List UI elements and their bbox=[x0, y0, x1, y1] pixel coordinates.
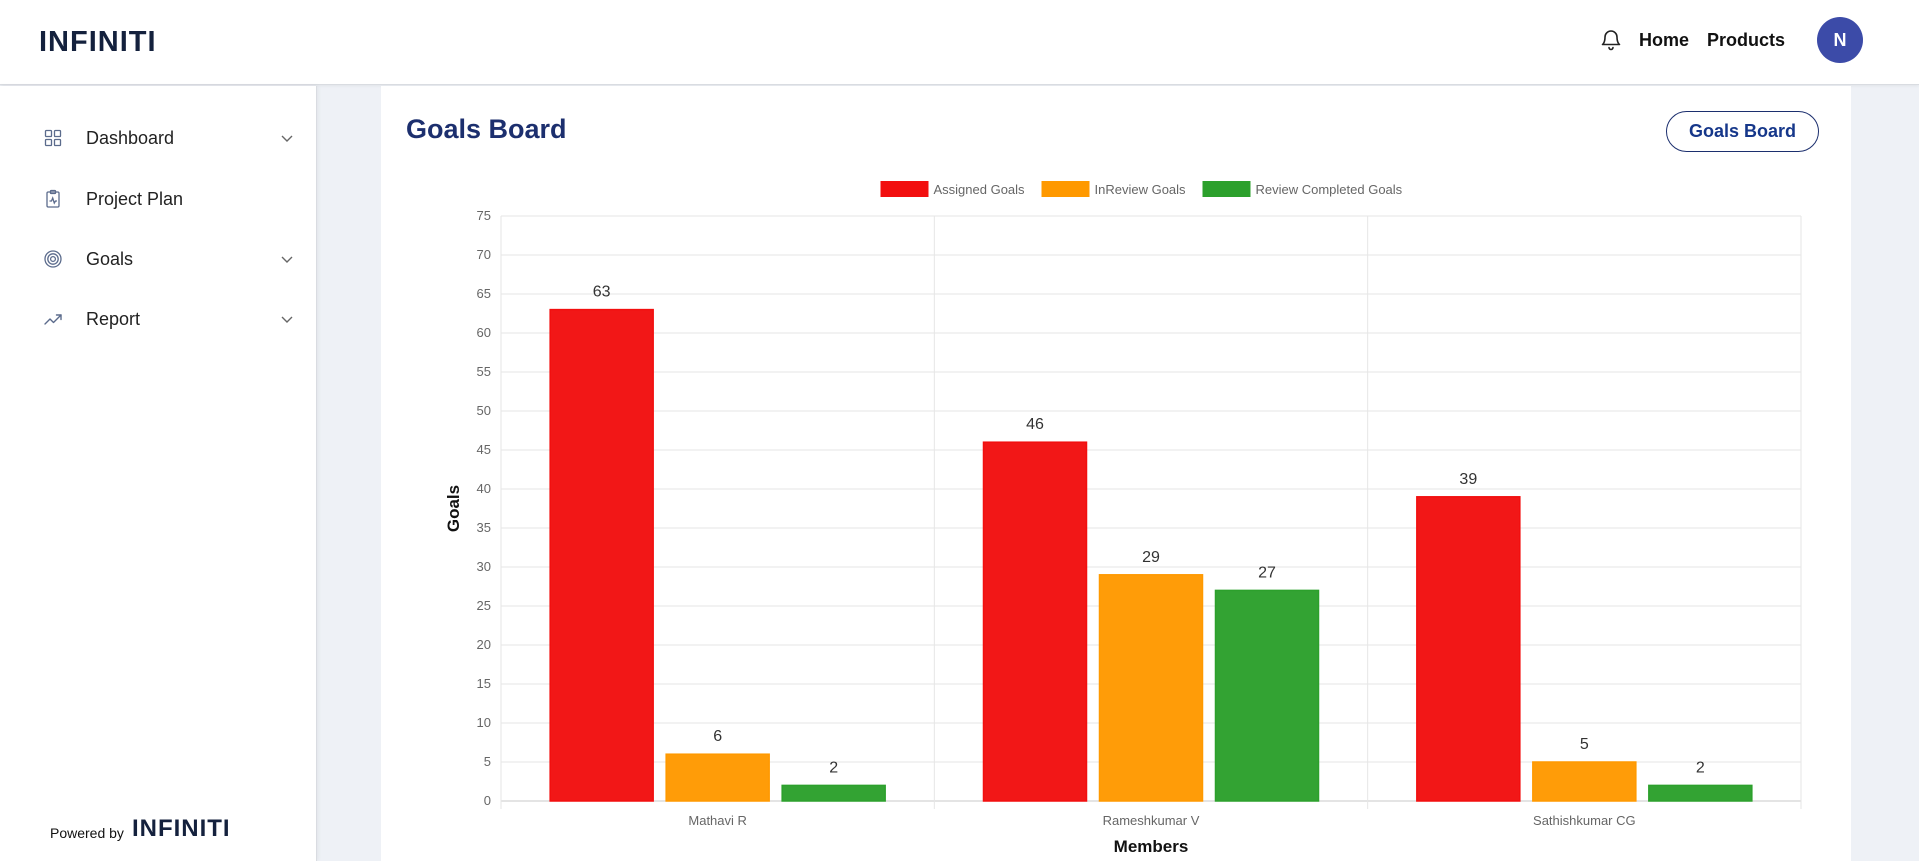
data-label: 29 bbox=[1142, 549, 1160, 566]
data-label: 2 bbox=[1696, 759, 1705, 776]
header-nav: Home Products N bbox=[1599, 16, 1863, 64]
grid-icon bbox=[44, 129, 62, 147]
top-header: INFINITI Home Products N bbox=[0, 0, 1919, 85]
bar-review-completed-goals bbox=[781, 784, 886, 802]
goals-board-card: Goals Board Goals Board 0 5 10 15 20 25 30 35 40… bbox=[381, 86, 1851, 861]
sidebar-item-project-plan[interactable]: Project Plan bbox=[0, 177, 317, 221]
y-tick-label: 35 bbox=[477, 520, 491, 535]
y-tick-label: 50 bbox=[477, 403, 491, 418]
legend-label: Review Completed Goals bbox=[1256, 182, 1403, 197]
x-tick-label: Rameshkumar V bbox=[1103, 813, 1200, 828]
sidebar-item-dashboard[interactable]: Dashboard bbox=[0, 116, 317, 160]
legend-swatch bbox=[880, 181, 929, 197]
sidebar-item-label: Project Plan bbox=[86, 188, 184, 209]
x-tick-label: Sathishkumar CG bbox=[1533, 813, 1636, 828]
data-label: 63 bbox=[593, 284, 611, 301]
bar-review-completed-goals bbox=[1648, 784, 1753, 802]
y-tick-label: 45 bbox=[477, 442, 491, 457]
y-tick-label: 5 bbox=[484, 754, 491, 769]
bar-review-completed-goals bbox=[1214, 589, 1320, 802]
data-label: 27 bbox=[1258, 564, 1276, 581]
y-tick-label: 15 bbox=[477, 676, 491, 691]
data-label: 2 bbox=[829, 759, 838, 776]
chevron-down-icon bbox=[281, 316, 293, 323]
goals-board-button[interactable]: Goals Board bbox=[1665, 111, 1819, 152]
bar-assigned-goals bbox=[982, 441, 1088, 802]
nav-home-link[interactable]: Home bbox=[1638, 29, 1689, 50]
bar-assigned-goals bbox=[1416, 496, 1521, 802]
data-label: 39 bbox=[1459, 471, 1477, 488]
clipboard-icon bbox=[46, 189, 60, 208]
nav-products-link[interactable]: Products bbox=[1706, 29, 1785, 50]
sidebar-item-label: Dashboard bbox=[86, 127, 175, 148]
y-tick-label: 55 bbox=[477, 364, 491, 379]
sidebar-item-label: Goals bbox=[86, 248, 134, 269]
y-tick-label: 20 bbox=[477, 637, 491, 652]
data-label: 6 bbox=[713, 728, 722, 745]
page-title: Goals Board bbox=[406, 114, 567, 144]
avatar[interactable]: N bbox=[1817, 17, 1863, 63]
y-tick-label: 30 bbox=[477, 559, 491, 574]
sidebar-item-label: Report bbox=[86, 308, 141, 329]
y-tick-label: 75 bbox=[477, 208, 491, 223]
goals-bar-chart: 0510152025303540455055606570756362Mathav… bbox=[444, 181, 1802, 856]
bar-assigned-goals bbox=[549, 308, 654, 802]
y-tick-label: 65 bbox=[477, 286, 491, 301]
bar-inreview-goals bbox=[665, 753, 770, 802]
powered-by: Powered by INFINITI bbox=[50, 815, 231, 843]
sidebar: Dashboard Project Plan Goals Report Powe… bbox=[0, 86, 317, 861]
bell-icon[interactable] bbox=[1599, 28, 1623, 52]
app-logo[interactable]: INFINITI bbox=[39, 26, 157, 58]
trending-up-icon bbox=[44, 314, 62, 325]
y-tick-label: 60 bbox=[477, 325, 491, 340]
data-label: 5 bbox=[1580, 736, 1589, 753]
y-tick-label: 40 bbox=[477, 481, 491, 496]
x-tick-label: Mathavi R bbox=[688, 813, 747, 828]
legend-label: Assigned Goals bbox=[934, 182, 1026, 197]
y-tick-label: 70 bbox=[477, 247, 491, 262]
y-tick-label: 25 bbox=[477, 598, 491, 613]
bar-inreview-goals bbox=[1532, 761, 1637, 802]
chevron-down-icon bbox=[281, 256, 293, 263]
y-tick-label: 10 bbox=[477, 715, 491, 730]
powered-by-text: Powered by bbox=[50, 825, 124, 841]
sidebar-item-report[interactable]: Report bbox=[0, 297, 317, 341]
legend-swatch bbox=[1202, 181, 1251, 197]
legend-label: InReview Goals bbox=[1095, 182, 1187, 197]
legend-swatch bbox=[1041, 181, 1090, 197]
sidebar-item-goals[interactable]: Goals bbox=[0, 237, 317, 281]
y-tick-label: 0 bbox=[484, 793, 491, 808]
x-axis-title: Members bbox=[1114, 837, 1189, 856]
chevron-down-icon bbox=[281, 135, 293, 142]
target-icon bbox=[44, 250, 62, 268]
footer-logo: INFINITI bbox=[131, 815, 231, 842]
bar-inreview-goals bbox=[1098, 574, 1204, 802]
data-label: 46 bbox=[1026, 416, 1044, 433]
y-axis-title: Goals bbox=[444, 485, 463, 532]
